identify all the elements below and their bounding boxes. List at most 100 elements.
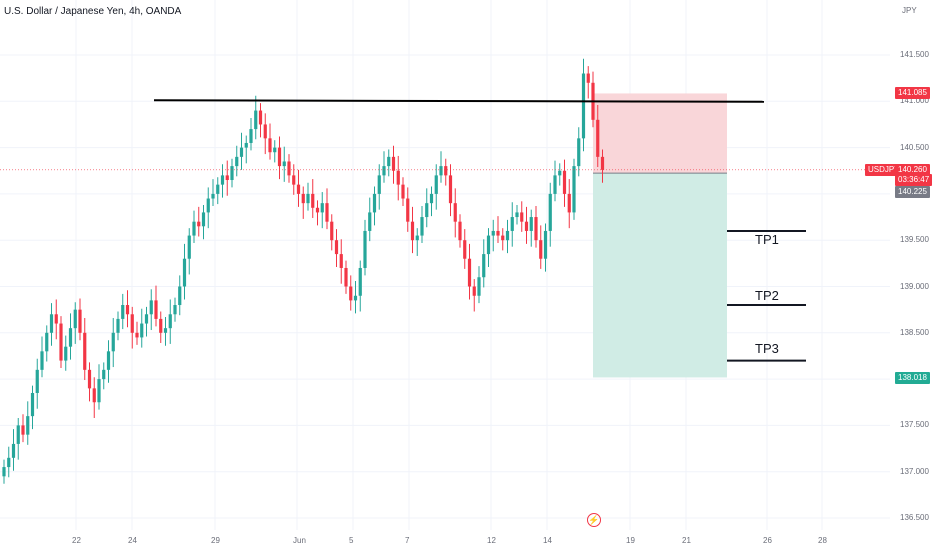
candle-body xyxy=(7,457,11,468)
candle-body xyxy=(2,467,6,477)
price-tick-label: 137.500 xyxy=(900,420,929,430)
candle-body xyxy=(482,254,486,278)
target-price-badge: 138.018 xyxy=(895,372,930,384)
candle-body xyxy=(97,379,101,403)
candle-body xyxy=(586,73,590,83)
candle-body xyxy=(358,267,362,296)
candle-body xyxy=(562,170,567,194)
candle-body xyxy=(501,235,505,241)
time-tick-label: 28 xyxy=(818,536,827,545)
time-tick-label: 14 xyxy=(543,536,552,545)
candle-body xyxy=(581,73,586,139)
candle-body xyxy=(548,193,552,231)
candle-body xyxy=(382,166,386,176)
candle-body xyxy=(600,156,605,170)
candle-body xyxy=(78,309,82,333)
candle-body xyxy=(425,203,429,218)
candle-body xyxy=(496,230,500,236)
candle-body xyxy=(372,193,377,213)
candle-body xyxy=(434,175,438,194)
candle-body xyxy=(396,170,400,185)
price-tick-label: 137.000 xyxy=(900,466,929,476)
candle-body xyxy=(368,212,372,231)
candle-body xyxy=(472,286,476,296)
candle-body xyxy=(258,110,263,125)
candlestick-series xyxy=(2,58,605,484)
candle-body xyxy=(353,295,358,301)
candle-body xyxy=(415,235,419,241)
candle-body xyxy=(524,221,529,231)
last-price-badge: 140.260 xyxy=(895,164,930,176)
candle-body xyxy=(235,156,239,167)
candle-body xyxy=(467,258,472,287)
time-tick-label: 7 xyxy=(405,536,410,545)
candle-body xyxy=(444,166,448,176)
candle-body xyxy=(401,184,405,199)
candle-body xyxy=(206,198,210,213)
candle-body xyxy=(377,175,381,194)
candle-body xyxy=(572,166,576,213)
candle-body xyxy=(130,314,134,333)
candle-body xyxy=(40,351,44,370)
candle-body xyxy=(577,138,581,167)
candle-body xyxy=(49,314,54,333)
candle-body xyxy=(116,318,120,333)
candle-body xyxy=(102,369,106,380)
price-tick-label: 138.500 xyxy=(900,327,929,337)
candle-body xyxy=(211,193,215,199)
candle-body xyxy=(273,147,277,153)
candle-body xyxy=(239,147,244,157)
flash-icon[interactable]: ⚡ xyxy=(587,513,601,527)
candle-body xyxy=(320,203,324,213)
candle-body xyxy=(144,314,149,324)
candle-body xyxy=(420,217,424,236)
price-tick-label: 139.500 xyxy=(900,235,929,245)
candle-body xyxy=(87,369,92,389)
candle-body xyxy=(187,235,191,259)
candle-body xyxy=(596,119,600,157)
candle-body xyxy=(182,258,187,287)
take-profit-zone xyxy=(593,173,727,378)
candle-body xyxy=(178,286,182,306)
candle-body xyxy=(277,147,282,167)
candle-body xyxy=(463,240,467,259)
candle-body xyxy=(553,175,557,194)
candle-body xyxy=(30,392,35,417)
symbol-badge: USDJPY xyxy=(865,164,903,176)
candle-body xyxy=(534,217,538,241)
candle-body xyxy=(154,300,158,319)
candle-body xyxy=(491,230,495,236)
candle-body xyxy=(292,175,296,185)
candle-body xyxy=(406,198,410,222)
candle-body xyxy=(429,193,434,204)
candle-body xyxy=(263,124,267,139)
candle-body xyxy=(453,203,457,222)
candle-body xyxy=(59,323,63,361)
candle-body xyxy=(192,221,196,236)
candle-body xyxy=(225,175,229,181)
candle-body xyxy=(311,193,315,208)
candle-body xyxy=(301,193,305,204)
candle-body xyxy=(539,240,543,259)
currency-label: JPY xyxy=(902,6,917,15)
candle-body xyxy=(558,170,562,176)
drawn-lines xyxy=(0,99,890,362)
candle-body xyxy=(344,267,348,287)
time-tick-label: 21 xyxy=(682,536,691,545)
price-tick-label: 136.500 xyxy=(900,513,929,522)
candle-body xyxy=(220,175,225,185)
candle-body xyxy=(249,129,253,143)
candle-body xyxy=(21,425,25,435)
resistance-line xyxy=(153,99,765,103)
time-tick-label: Jun xyxy=(293,536,306,545)
stop-loss-zone xyxy=(593,93,727,174)
candle-body xyxy=(111,332,115,352)
candle-body xyxy=(16,425,20,444)
candle-body xyxy=(121,305,125,319)
candle-body xyxy=(45,332,49,352)
candle-body xyxy=(334,240,339,255)
candle-body xyxy=(515,212,519,218)
time-tick-label: 5 xyxy=(349,536,354,545)
candle-body xyxy=(387,156,391,167)
